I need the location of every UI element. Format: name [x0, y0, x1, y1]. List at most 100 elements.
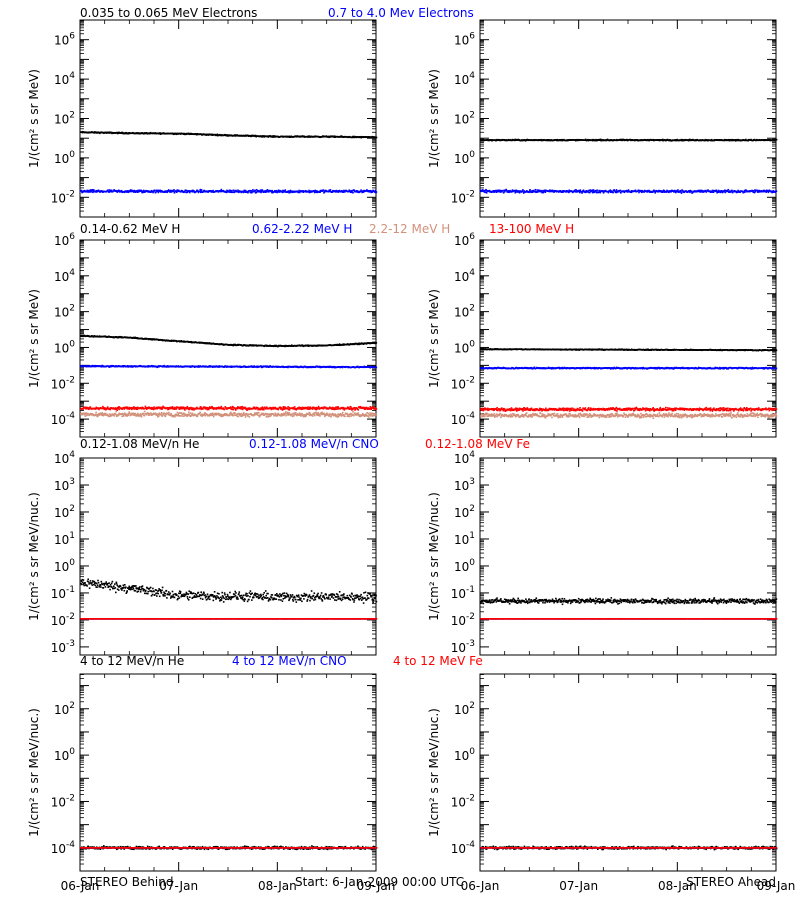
data-point — [118, 190, 120, 192]
data-point — [595, 191, 598, 194]
data-point — [330, 415, 332, 418]
data-point — [131, 189, 133, 192]
data-point — [172, 190, 175, 192]
data-point — [758, 189, 761, 192]
data-point — [366, 189, 368, 191]
data-point — [317, 411, 319, 414]
data-point — [543, 190, 545, 193]
panel-frame — [479, 19, 777, 218]
data-point — [294, 413, 296, 416]
data-point — [156, 189, 158, 192]
data-point — [230, 365, 233, 368]
data-point — [90, 191, 93, 193]
data-point — [514, 189, 516, 192]
data-point — [314, 414, 316, 417]
data-point — [538, 190, 540, 193]
data-point — [661, 191, 663, 193]
data-point — [775, 190, 778, 192]
data-point — [197, 365, 200, 367]
data-point — [314, 191, 316, 194]
data-point — [674, 190, 676, 193]
data-point — [356, 190, 358, 192]
data-point — [551, 190, 553, 193]
data-points — [80, 130, 378, 194]
data-point — [328, 415, 330, 417]
data-point — [524, 139, 526, 141]
data-point — [542, 190, 544, 192]
data-point — [159, 189, 161, 192]
data-point — [115, 410, 117, 413]
data-point — [602, 190, 604, 192]
data-point — [150, 189, 153, 192]
data-point — [589, 191, 591, 194]
data-point — [147, 366, 149, 368]
data-point — [170, 412, 172, 415]
data-point — [582, 189, 585, 192]
data-point — [766, 189, 768, 192]
data-point — [350, 190, 352, 192]
data-point — [301, 344, 304, 346]
data-point — [689, 189, 692, 192]
data-point — [775, 138, 778, 141]
data-point — [484, 190, 486, 192]
data-point — [698, 190, 700, 193]
data-point — [528, 191, 530, 194]
data-point — [341, 411, 344, 414]
data-point — [614, 191, 617, 194]
data-point — [142, 190, 144, 193]
panel: 10-2 100 102 104 106 1/(cm² s sr MeV) — [427, 19, 778, 218]
data-point — [550, 189, 553, 192]
data-point — [553, 191, 555, 193]
data-point — [544, 190, 546, 193]
data-point — [680, 191, 682, 193]
data-point — [302, 191, 305, 193]
data-point — [719, 191, 722, 194]
data-point — [240, 190, 242, 193]
data-point — [581, 191, 584, 193]
data-point — [123, 415, 125, 417]
data-point — [135, 191, 137, 193]
data-point — [731, 191, 734, 194]
data-point — [333, 135, 335, 137]
data-point — [585, 191, 587, 194]
data-point — [362, 191, 365, 193]
data-point — [108, 191, 110, 193]
data-point — [662, 190, 665, 193]
data-point — [480, 189, 482, 192]
data-point — [116, 190, 118, 192]
data-point — [243, 191, 246, 193]
data-point — [538, 189, 541, 192]
data-point — [340, 415, 343, 417]
data-point — [757, 189, 760, 192]
series-points — [480, 188, 778, 194]
data-point — [287, 191, 289, 193]
data-point — [185, 189, 187, 192]
data-point — [616, 191, 618, 194]
data-point — [140, 189, 143, 192]
y-tick-label: 10-2 — [451, 189, 475, 205]
data-point — [609, 189, 612, 191]
data-point — [215, 365, 218, 367]
data-point — [167, 189, 170, 191]
data-point — [675, 191, 677, 194]
data-point — [144, 191, 147, 193]
data-point — [314, 189, 317, 192]
data-point — [534, 188, 537, 191]
data-point — [188, 190, 191, 192]
data-point — [129, 189, 132, 191]
y-tick-label: 10-2 — [51, 375, 75, 391]
data-point — [269, 135, 272, 137]
data-point — [615, 190, 617, 193]
data-point — [84, 189, 86, 192]
panel-frame — [79, 19, 377, 218]
data-point — [594, 139, 597, 142]
y-tick-label: 106 — [454, 32, 475, 48]
data-point — [228, 189, 231, 192]
data-point — [234, 190, 237, 193]
data-point — [309, 191, 311, 193]
data-point — [131, 365, 133, 367]
data-point — [163, 364, 165, 367]
data-point — [682, 190, 684, 192]
data-point — [173, 192, 176, 194]
data-point — [133, 189, 136, 192]
